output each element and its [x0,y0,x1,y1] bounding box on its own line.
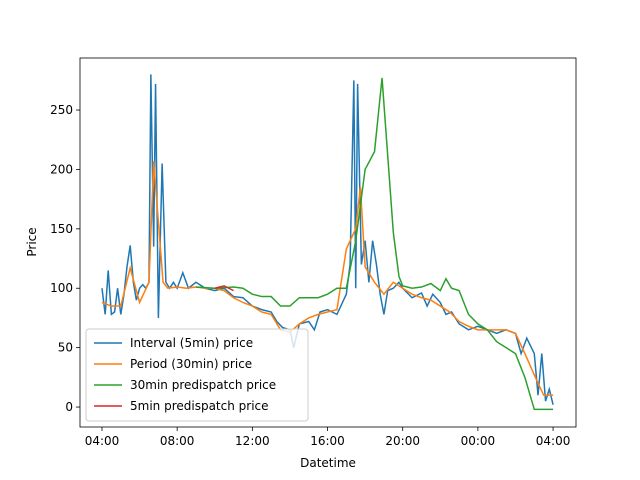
y-tick-label: 200 [50,162,73,176]
y-tick-label: 150 [50,222,73,236]
y-tick-label: 50 [58,341,73,355]
x-tick-label: 00:00 [461,434,496,448]
x-tick-label: 20:00 [385,434,420,448]
x-tick-label: 08:00 [160,434,195,448]
legend-label: Period (30min) price [130,357,252,371]
x-axis-label: Datetime [300,456,356,470]
legend-label: 30min predispatch price [130,378,276,392]
series-line [214,285,234,292]
x-tick-label: 04:00 [536,434,571,448]
y-tick-label: 0 [65,400,73,414]
x-tick-label: 12:00 [235,434,270,448]
y-axis-label: Price [25,227,39,256]
y-tick-label: 100 [50,281,73,295]
y-tick-label: 250 [50,103,73,117]
x-tick-label: 16:00 [310,434,345,448]
legend-box [85,328,309,422]
legend-label: Interval (5min) price [130,336,253,350]
series-line [101,161,554,396]
series-line [195,77,554,411]
series-line [101,74,554,405]
x-tick-label: 04:00 [85,434,120,448]
plot-frame [79,57,577,428]
legend-label: 5min predispatch price [130,399,269,413]
